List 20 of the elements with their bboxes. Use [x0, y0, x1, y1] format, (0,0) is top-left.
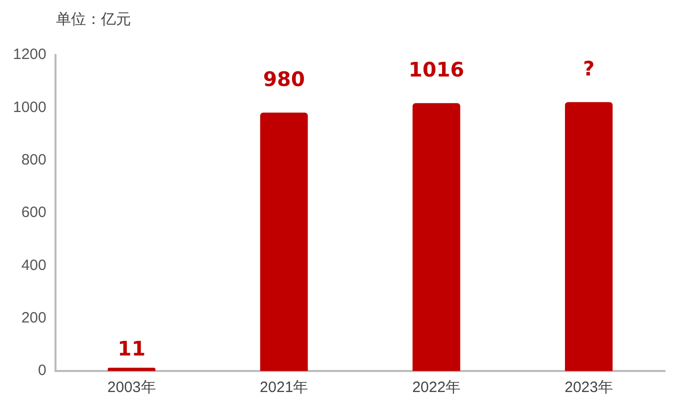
- y-tick-label: 600: [21, 204, 46, 222]
- x-tick-label: 2023年: [564, 379, 613, 396]
- bar: [108, 368, 156, 371]
- y-tick-label: 0: [38, 362, 46, 380]
- data-label: 11: [118, 336, 146, 360]
- x-tick-label: 2021年: [260, 379, 308, 396]
- data-label: 1016: [408, 58, 464, 82]
- x-tick-label: 2003年: [107, 379, 156, 396]
- data-label: 980: [263, 67, 305, 92]
- y-tick-label: 800: [21, 151, 46, 168]
- bar: [564, 102, 613, 371]
- data-label: ?: [582, 56, 595, 81]
- y-tick-label: 400: [21, 256, 46, 274]
- bar: [412, 103, 460, 371]
- y-tick-label: 1200: [12, 46, 46, 64]
- y-axis-title: 单位：亿元: [56, 10, 131, 29]
- y-tick-label: 1000: [12, 98, 46, 116]
- y-tick-label: 200: [21, 309, 46, 326]
- x-tick-label: 2022年: [412, 379, 461, 396]
- bar: [260, 112, 308, 371]
